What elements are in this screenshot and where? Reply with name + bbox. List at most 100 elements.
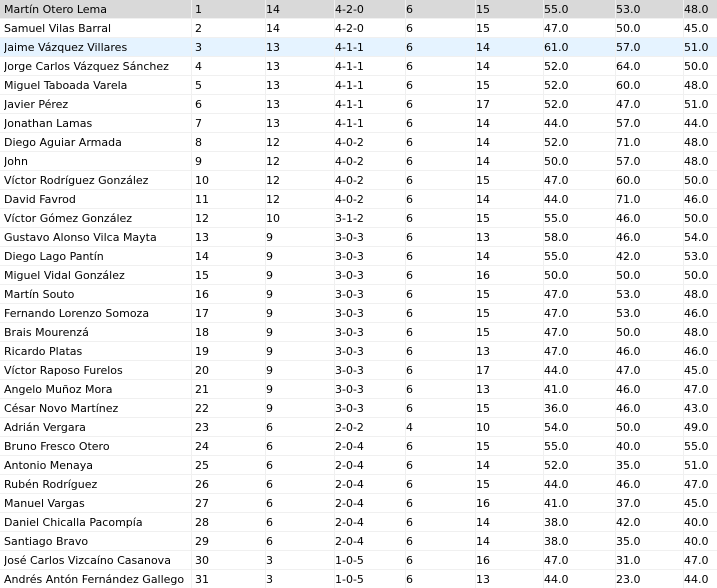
column-divider [334, 266, 335, 285]
stat-2-cell: 44.0 [544, 117, 569, 130]
games-cell: 4 [406, 421, 413, 434]
stat-1-cell: 16 [476, 269, 490, 282]
player-name-cell: Santiago Bravo [4, 535, 89, 548]
table-row[interactable]: Martín Souto 16 9 3-0-3 6 15 47.0 53.0 48.0 [0, 285, 717, 304]
rank-cell: 28 [195, 516, 209, 529]
table-row[interactable]: Manuel Vargas 27 6 2-0-4 6 16 41.0 37.0 45.0 [0, 494, 717, 513]
stat-1-cell: 17 [476, 98, 490, 111]
points-cell: 6 [266, 440, 273, 453]
stat-4-cell: 50.0 [684, 174, 709, 187]
points-cell: 9 [266, 269, 273, 282]
stat-3-cell: 37.0 [616, 497, 641, 510]
column-divider [405, 380, 406, 399]
table-row[interactable]: Samuel Vilas Barral 2 14 4-2-0 6 15 47.0 50.0 45… [0, 19, 717, 38]
table-row[interactable]: John 9 12 4-0-2 6 14 50.0 57.0 48.0 [0, 152, 717, 171]
column-divider [405, 456, 406, 475]
rank-cell: 21 [195, 383, 209, 396]
table-row[interactable]: Angelo Muñoz Mora 21 9 3-0-3 6 13 41.0 46.0 47.0 [0, 380, 717, 399]
table-row[interactable]: Víctor Raposo Furelos 20 9 3-0-3 6 17 44.0 47.0… [0, 361, 717, 380]
stat-2-cell: 52.0 [544, 60, 569, 73]
column-divider [615, 456, 616, 475]
stat-3-cell: 46.0 [616, 231, 641, 244]
column-divider [191, 76, 192, 95]
column-divider [543, 456, 544, 475]
column-divider [615, 95, 616, 114]
record-cell: 2-0-4 [335, 535, 364, 548]
stat-2-cell: 55.0 [544, 440, 569, 453]
games-cell: 6 [406, 345, 413, 358]
column-divider [334, 152, 335, 171]
column-divider [615, 133, 616, 152]
table-row[interactable]: Santiago Bravo 29 6 2-0-4 6 14 38.0 35.0 40.0 [0, 532, 717, 551]
stat-2-cell: 38.0 [544, 516, 569, 529]
table-row[interactable]: César Novo Martínez 22 9 3-0-3 6 15 36.0 46.0 43… [0, 399, 717, 418]
table-row[interactable]: Javier Pérez 6 13 4-1-1 6 17 52.0 47.0 51.0 [0, 95, 717, 114]
points-cell: 13 [266, 117, 280, 130]
column-divider [475, 228, 476, 247]
table-row[interactable]: Rubén Rodríguez 26 6 2-0-4 6 15 44.0 46.0 47.0 [0, 475, 717, 494]
column-divider [265, 532, 266, 551]
column-divider [543, 551, 544, 570]
stat-4-cell: 46.0 [684, 193, 709, 206]
table-row[interactable]: Daniel Chicalla Pacompía 28 6 2-0-4 6 14 38.0 4… [0, 513, 717, 532]
column-divider [475, 19, 476, 38]
column-divider [683, 475, 684, 494]
column-divider [191, 342, 192, 361]
rank-cell: 5 [195, 79, 202, 92]
table-row[interactable]: Fernando Lorenzo Somoza 17 9 3-0-3 6 15 47.0 53… [0, 304, 717, 323]
column-divider [543, 361, 544, 380]
table-row[interactable]: Bruno Fresco Otero 24 6 2-0-4 6 15 55.0 40.0 55.… [0, 437, 717, 456]
player-name-cell: Brais Mourenzá [4, 326, 89, 339]
column-divider [543, 152, 544, 171]
table-row[interactable]: José Carlos Vizcaíno Casanova 30 3 1-0-5 6 16… [0, 551, 717, 570]
rank-cell: 20 [195, 364, 209, 377]
stat-1-cell: 15 [476, 212, 490, 225]
stat-1-cell: 14 [476, 155, 490, 168]
stat-3-cell: 71.0 [616, 136, 641, 149]
games-cell: 6 [406, 554, 413, 567]
column-divider [334, 437, 335, 456]
points-cell: 9 [266, 250, 273, 263]
column-divider [683, 133, 684, 152]
column-divider [475, 95, 476, 114]
stat-3-cell: 46.0 [616, 402, 641, 415]
table-row[interactable]: Andrés Antón Fernández Gallego 31 3 1-0-5 6 1… [0, 570, 717, 588]
table-row[interactable]: Miguel Vidal González 15 9 3-0-3 6 16 50.0 50.0… [0, 266, 717, 285]
rank-cell: 27 [195, 497, 209, 510]
stat-1-cell: 15 [476, 402, 490, 415]
column-divider [615, 532, 616, 551]
column-divider [265, 133, 266, 152]
table-row[interactable]: Gustavo Alonso Vilca Mayta 13 9 3-0-3 6 13 58.… [0, 228, 717, 247]
table-row[interactable]: Brais Mourenzá 18 9 3-0-3 6 15 47.0 50.0 48.0 [0, 323, 717, 342]
table-row[interactable]: Adrián Vergara 23 6 2-0-2 4 10 54.0 50.0 49.0 [0, 418, 717, 437]
column-divider [191, 570, 192, 588]
column-divider [265, 399, 266, 418]
table-row[interactable]: Diego Lago Pantín 14 9 3-0-3 6 14 55.0 42.0 53.0 [0, 247, 717, 266]
stat-4-cell: 43.0 [684, 402, 709, 415]
table-row[interactable]: David Favrod 11 12 4-0-2 6 14 44.0 71.0 46.0 [0, 190, 717, 209]
record-cell: 3-0-3 [335, 402, 364, 415]
column-divider [543, 0, 544, 19]
table-row[interactable]: Ricardo Platas 19 9 3-0-3 6 13 47.0 46.0 46.0 [0, 342, 717, 361]
column-divider [405, 551, 406, 570]
points-cell: 9 [266, 402, 273, 415]
table-row[interactable]: Martín Otero Lema 1 14 4-2-0 6 15 55.0 53.0 48.0 [0, 0, 717, 19]
stat-2-cell: 44.0 [544, 573, 569, 586]
table-row[interactable]: Jonathan Lamas 7 13 4-1-1 6 14 44.0 57.0 44.0 [0, 114, 717, 133]
table-row[interactable]: Jaime Vázquez Villares 3 13 4-1-1 6 14 61.0 57.… [0, 38, 717, 57]
stat-4-cell: 53.0 [684, 250, 709, 263]
table-row[interactable]: Víctor Gómez González 12 10 3-1-2 6 15 55.0 46.… [0, 209, 717, 228]
column-divider [543, 38, 544, 57]
player-name-cell: Víctor Rodríguez González [4, 174, 149, 187]
table-row[interactable]: Diego Aguiar Armada 8 12 4-0-2 6 14 52.0 71.0 48… [0, 133, 717, 152]
table-row[interactable]: Miguel Taboada Varela 5 13 4-1-1 6 15 52.0 60.0… [0, 76, 717, 95]
table-row[interactable]: Víctor Rodríguez González 10 12 4-0-2 6 15 47.… [0, 171, 717, 190]
player-name-cell: Adrián Vergara [4, 421, 86, 434]
column-divider [475, 342, 476, 361]
table-row[interactable]: Jorge Carlos Vázquez Sánchez 4 13 4-1-1 6 14 5… [0, 57, 717, 76]
stat-1-cell: 15 [476, 440, 490, 453]
points-cell: 6 [266, 459, 273, 472]
column-divider [543, 190, 544, 209]
table-row[interactable]: Antonio Menaya 25 6 2-0-4 6 14 52.0 35.0 51.0 [0, 456, 717, 475]
